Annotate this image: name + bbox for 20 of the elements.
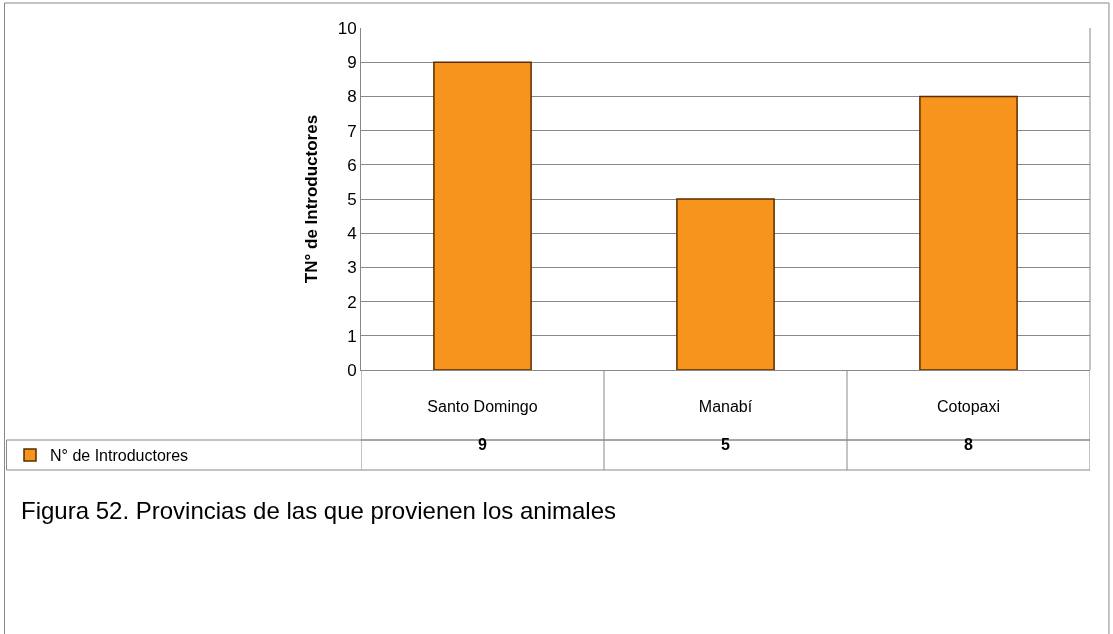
y-tick-label: 0 bbox=[347, 360, 357, 380]
y-tick-label: 2 bbox=[347, 292, 357, 312]
y-tick-label: 7 bbox=[347, 121, 357, 141]
x-tick-label: Cotopaxi bbox=[936, 398, 1001, 416]
y-tick-label: 8 bbox=[347, 87, 357, 107]
y-tick-label: 5 bbox=[347, 189, 357, 209]
y-tick-label: 3 bbox=[347, 258, 357, 278]
legend-label: N° de Introductores bbox=[50, 447, 189, 465]
y-tick-label: 1 bbox=[347, 326, 357, 346]
y-tick-label: 6 bbox=[347, 155, 357, 175]
data-label: 5 bbox=[721, 436, 730, 453]
data-label: 9 bbox=[478, 436, 487, 453]
y-tick-label: 9 bbox=[347, 53, 357, 73]
x-tick-label: Manabí bbox=[698, 398, 753, 416]
x-tick-label: Santo Domingo bbox=[427, 398, 538, 416]
y-tick-label: 10 bbox=[337, 18, 357, 38]
y-axis-title: TN° de Introductores bbox=[302, 114, 322, 284]
data-label: 8 bbox=[964, 436, 973, 453]
text: Figura 52. Provincias de las que provienen los animales bbox=[21, 497, 616, 524]
y-tick-label: 4 bbox=[347, 224, 357, 244]
